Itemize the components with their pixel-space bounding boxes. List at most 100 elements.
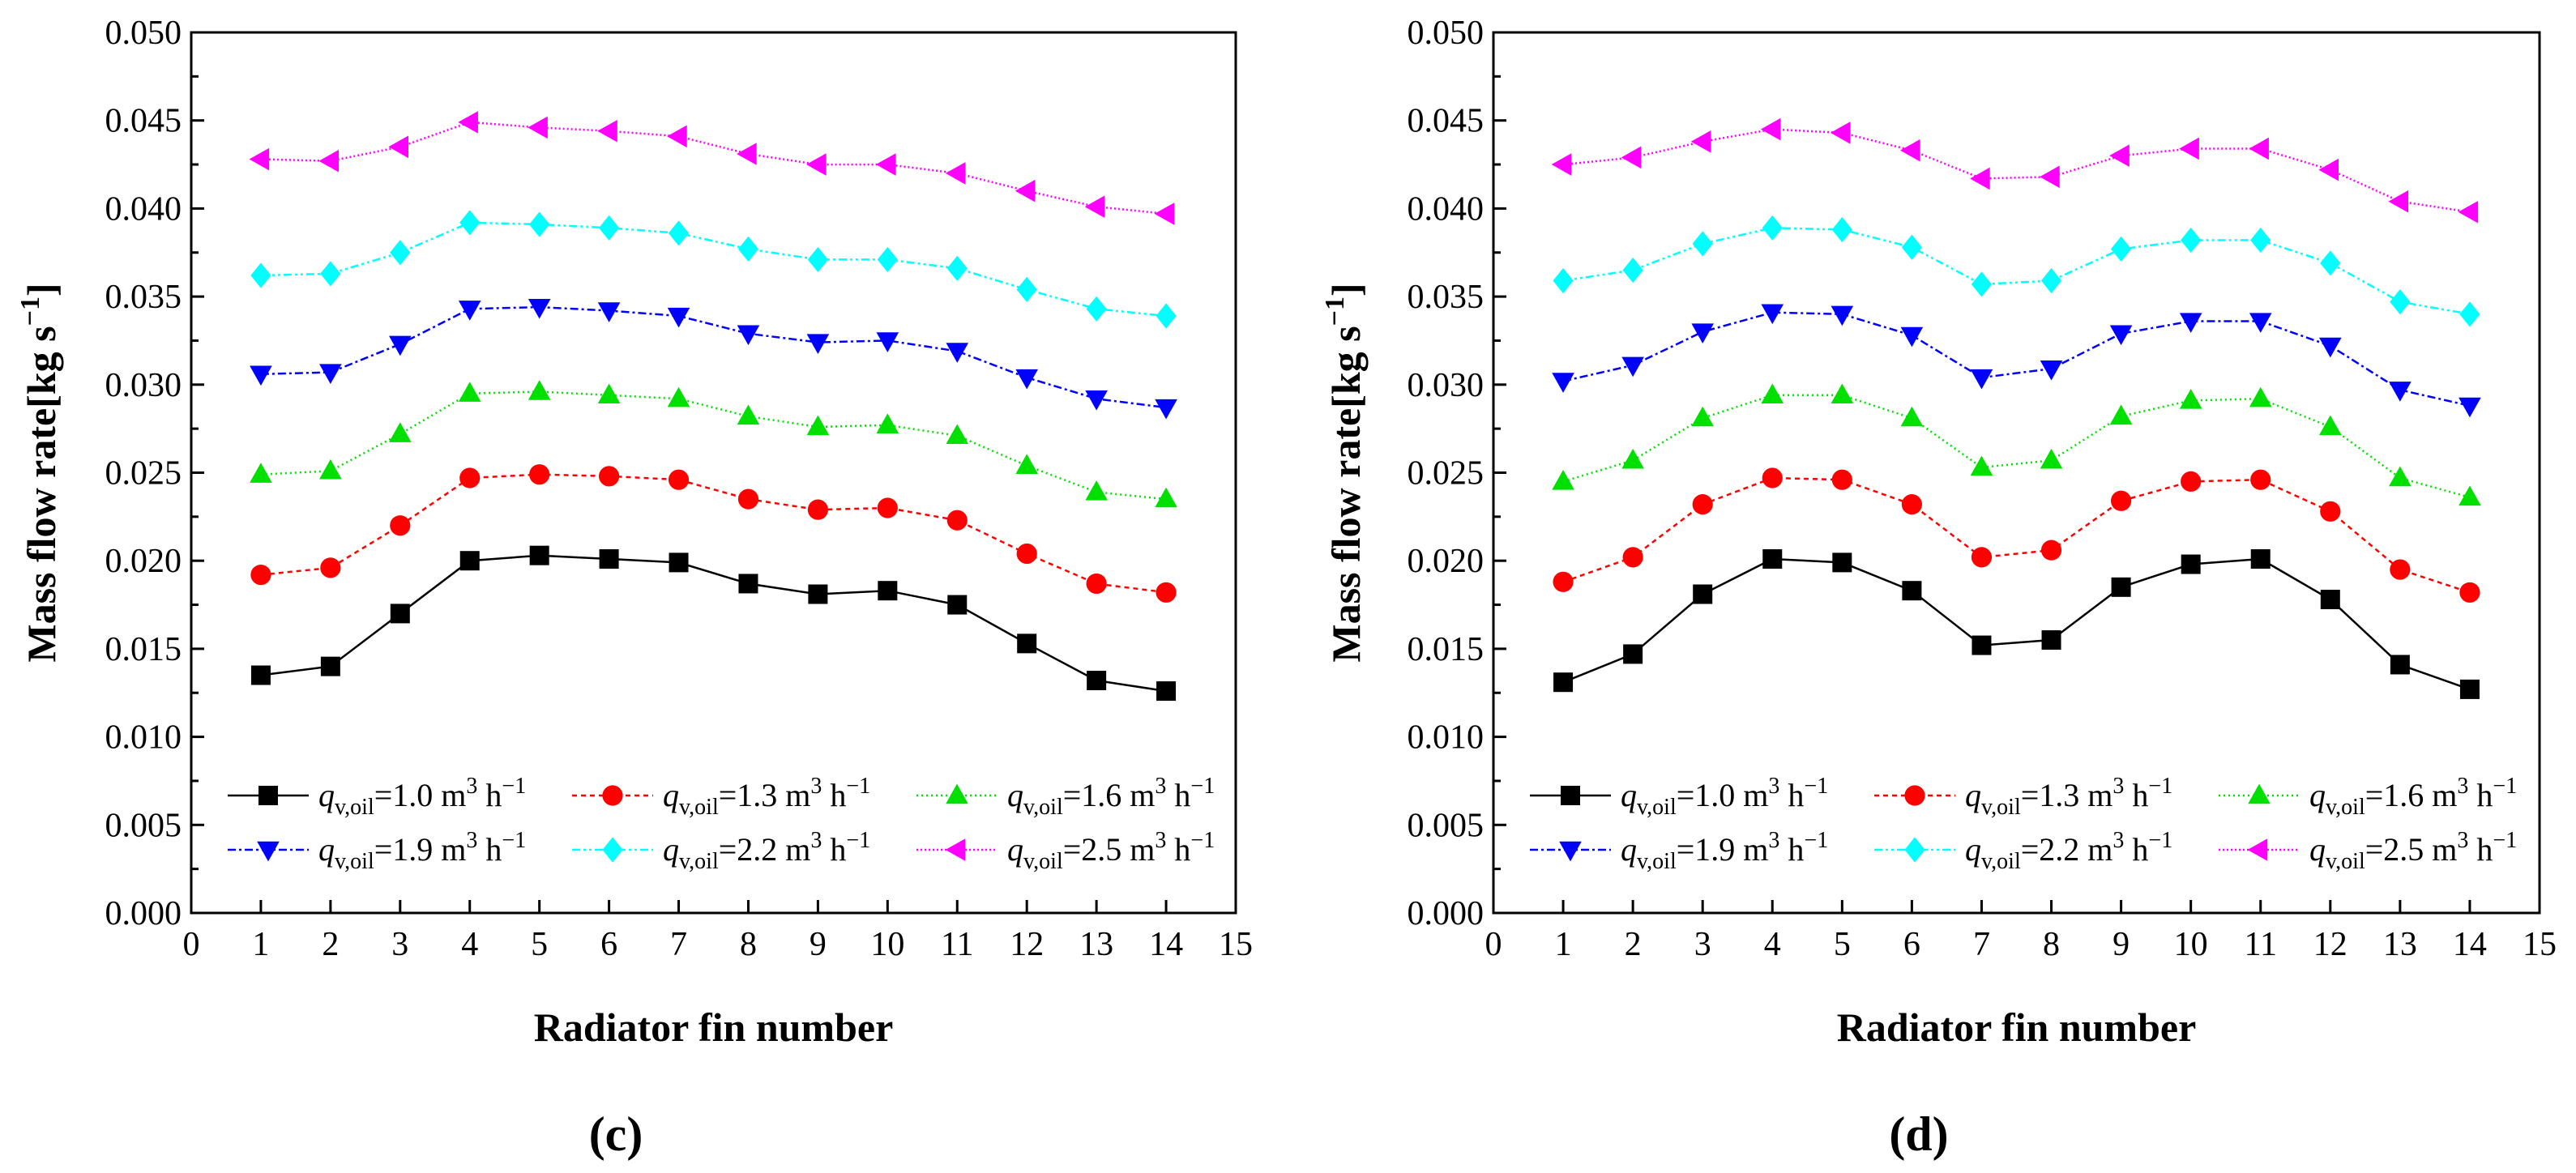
legend-h: h (477, 831, 502, 868)
x-tick-label: 4 (1764, 926, 1781, 963)
y-tick-label: 0.000 (1408, 895, 1485, 932)
legend-h: h (477, 777, 502, 813)
data-point (1902, 581, 1922, 601)
data-point (1970, 455, 1993, 476)
data-point (2111, 490, 2132, 511)
data-point (459, 467, 481, 488)
data-point (250, 365, 272, 386)
data-point (529, 545, 549, 565)
data-point (875, 153, 896, 176)
legend-supm: −1 (2148, 828, 2172, 853)
x-tick-label: 14 (1149, 926, 1183, 963)
data-point (388, 135, 408, 159)
data-point (1900, 406, 1924, 427)
legend-supm: −1 (846, 828, 870, 853)
data-point (1086, 296, 1107, 322)
data-point (1832, 552, 1852, 573)
data-point (1831, 469, 1852, 490)
legend-supm: −1 (2493, 774, 2517, 799)
legend-label: qv,oil=1.6 m3 h−1 (2309, 774, 2517, 820)
data-point (2179, 137, 2199, 160)
data-point (2181, 554, 2201, 574)
legend-supm: −1 (1804, 828, 1828, 853)
legend-supm: −1 (2493, 828, 2517, 853)
legend-item: qv,oil=1.3 m3 h−1 (572, 774, 870, 820)
data-point (2459, 301, 2480, 327)
data-point (1154, 203, 1175, 225)
x-tick-label: 8 (740, 926, 757, 963)
data-point (2111, 577, 2131, 597)
legend-q: q (1007, 831, 1023, 868)
y-tick-label: 0.040 (105, 190, 182, 228)
x-tick-label: 5 (1834, 926, 1851, 963)
legend-q: q (1621, 831, 1637, 868)
legend-value: =2.2 m (719, 831, 811, 868)
data-point (2390, 289, 2411, 315)
data-point (738, 574, 758, 594)
y-tick-label: 0.045 (105, 103, 182, 140)
legend-supm: −1 (1190, 828, 1215, 853)
data-point (2249, 386, 2272, 407)
data-point (1155, 487, 1177, 508)
legend-h: h (1779, 831, 1804, 868)
data-point (2320, 250, 2341, 276)
legend-item: qv,oil=2.2 m3 h−1 (1874, 828, 2172, 874)
data-point (1901, 234, 1922, 260)
legend-q: q (1007, 777, 1023, 813)
y-tick-label: 0.005 (105, 807, 182, 844)
data-point (2390, 559, 2411, 580)
legend-label: qv,oil=1.0 m3 h−1 (1621, 774, 1828, 820)
data-point (1692, 494, 1713, 515)
legend-h: h (1779, 777, 1804, 813)
data-point (1156, 582, 1177, 603)
data-point (1900, 139, 1920, 162)
data-point (1971, 547, 1993, 568)
legend-h: h (1166, 777, 1190, 813)
y-axis-label: Mass flow rate[kg s−1] (15, 283, 64, 662)
chart-panel-d: 0.000 0.005 0.010 0.015 0.020 0.025 0.030 0.035… (1320, 15, 2557, 1161)
y-tick-label: 0.040 (1408, 190, 1485, 228)
legend-item: qv,oil=1.3 m3 h−1 (1874, 774, 2172, 820)
data-point (250, 564, 271, 586)
data-point (528, 298, 551, 319)
legend-marker (1904, 837, 1925, 863)
y-tick-label: 0.035 (105, 279, 182, 316)
legend-sup3: 3 (810, 774, 822, 799)
series-line (1562, 476, 2471, 594)
x-tick-label: 3 (391, 926, 408, 963)
data-point (947, 595, 968, 615)
data-point (2109, 325, 2133, 346)
legend: qv,oil=1.0 m3 h−1 qv,oil=1.3 m3 h−1 qv,oil… (1530, 774, 2517, 874)
data-point (737, 488, 759, 510)
legend-item: qv,oil=1.9 m3 h−1 (1530, 828, 1828, 874)
data-point (1691, 406, 1714, 427)
data-point (389, 422, 412, 442)
data-point (806, 415, 830, 436)
legend-value: =1.9 m (374, 831, 467, 868)
data-point (1972, 635, 1992, 655)
data-point (1017, 633, 1037, 654)
series-6 (1551, 117, 2479, 224)
data-point (390, 604, 410, 624)
y-tick-label: 0.025 (1408, 455, 1485, 493)
legend-sub: v,oil (1023, 849, 1063, 874)
legend-sub: v,oil (1023, 795, 1063, 820)
data-point (2249, 137, 2269, 160)
panel-label: (c) (589, 1107, 643, 1161)
series-5 (1553, 215, 2480, 327)
legend-item: qv,oil=1.0 m3 h−1 (1530, 774, 1828, 820)
data-point (1621, 356, 1644, 377)
x-tick-label: 12 (2313, 926, 2347, 963)
data-point (2249, 313, 2272, 333)
legend-q: q (318, 831, 335, 868)
legend-label: qv,oil=1.0 m3 h−1 (318, 774, 526, 820)
data-point (249, 147, 270, 171)
y-axis-label-sup: −1 (15, 296, 45, 326)
legend-marker (946, 783, 968, 804)
data-point (877, 246, 898, 273)
data-point (1970, 369, 1993, 390)
series-1 (1553, 549, 2480, 699)
x-tick-label: 15 (2523, 926, 2557, 963)
series-line (260, 121, 1167, 215)
y-tick-label: 0.015 (1408, 631, 1485, 668)
